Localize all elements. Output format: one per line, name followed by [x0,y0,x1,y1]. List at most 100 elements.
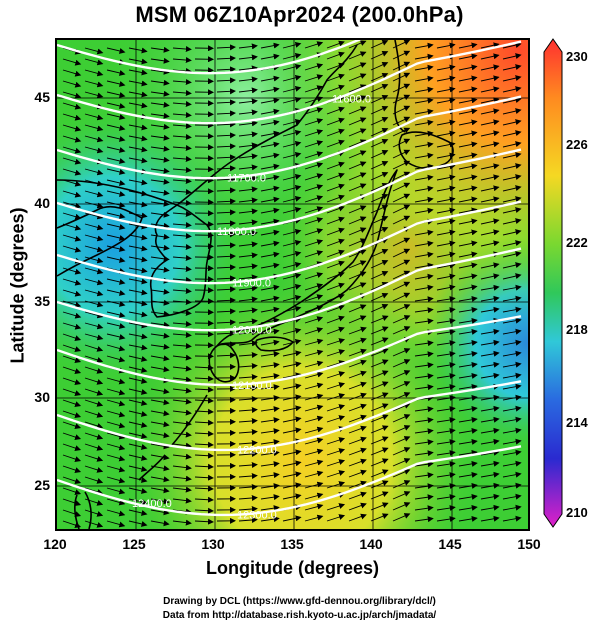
wind-vector [282,294,302,302]
wind-vector [260,53,280,60]
wind-vector [304,360,324,368]
wind-vector [502,130,522,137]
wind-vector [238,417,258,424]
wind-vector [62,520,82,528]
x-tick-label: 140 [359,536,383,552]
wind-vector [194,474,214,481]
wind-vector [392,469,411,478]
wind-vector [370,281,389,291]
wind-vector [392,425,411,434]
wind-vector [260,185,280,192]
wind-vector [194,452,214,459]
wind-vector [128,47,148,54]
wind-vector [150,520,170,527]
wind-vector [304,85,324,93]
wind-vector [326,459,346,467]
x-tick-label: 120 [43,536,67,552]
wind-vector [106,509,126,517]
wind-vector [62,146,82,154]
wind-vector [238,494,258,501]
wind-vector [282,184,302,192]
wind-vector [150,266,170,273]
wind-vector [150,410,170,417]
wind-vector [480,141,500,148]
wind-vector [216,154,236,161]
wind-vector [414,196,434,203]
contour-line [57,40,362,75]
wind-vector [62,377,82,385]
wind-vector [84,223,104,231]
wind-vector [84,465,104,473]
wind-vector [304,492,324,500]
wind-vector [216,341,236,348]
wind-vector [326,238,345,247]
wind-vector [436,152,456,159]
wind-vector [304,393,324,401]
wind-vector [458,196,478,203]
wind-vector [414,53,434,60]
wind-vector [84,124,104,132]
wind-vector [172,299,192,306]
wind-vector [150,421,170,428]
wind-vector [106,168,126,175]
wind-vector [480,295,500,302]
wind-vector [326,349,346,357]
wind-vector [304,162,324,170]
wind-vector [502,350,522,357]
wind-vector [128,410,148,417]
wind-vector [128,278,148,285]
wind-vector [304,129,324,137]
colorbar-label: 210 [566,505,588,520]
wind-vector [172,409,192,416]
wind-vector [84,300,104,308]
wind-vector [304,107,324,115]
wind-vector [436,97,456,104]
wind-vector [370,480,389,489]
wind-vector [172,497,192,504]
wind-vector [348,359,367,368]
wind-vector [370,215,389,225]
wind-vector [458,317,478,324]
wind-vector [172,464,192,471]
wind-vector [392,359,411,368]
wind-vector [128,267,148,274]
wind-vector [150,167,170,174]
wind-vector [106,157,126,164]
wind-vector [194,507,214,514]
wind-vector [370,248,389,258]
wind-vector [172,123,192,130]
wind-vector [458,240,478,247]
wind-vector [458,163,478,170]
wind-vector [458,251,478,258]
wind-vector [436,373,456,380]
wind-vector [348,469,367,478]
wind-vector [106,47,126,54]
wind-vector [414,262,434,269]
wind-vector [436,428,456,435]
wind-vector [348,183,367,192]
wind-vector [172,519,192,526]
wind-vector [502,372,522,379]
wind-vector [62,80,82,88]
wind-vector [150,343,170,350]
wind-vector [414,439,434,446]
wind-vector [128,366,148,373]
wind-vector [260,494,280,501]
wind-vector [62,399,82,407]
wind-vector [260,284,280,291]
wind-vector [502,482,522,489]
wind-vector [260,417,280,424]
wind-vector [260,163,280,170]
wind-vector [216,297,236,304]
wind-vector [392,381,411,390]
wind-vector [238,450,258,457]
wind-vector [370,94,389,104]
wind-vector [84,58,104,66]
wind-vector [414,384,434,391]
wind-vector [106,190,126,197]
wind-vector [370,171,389,181]
wind-vector [260,317,280,324]
wind-vector [348,315,367,324]
wind-vector [282,63,302,71]
wind-vector [370,348,389,357]
